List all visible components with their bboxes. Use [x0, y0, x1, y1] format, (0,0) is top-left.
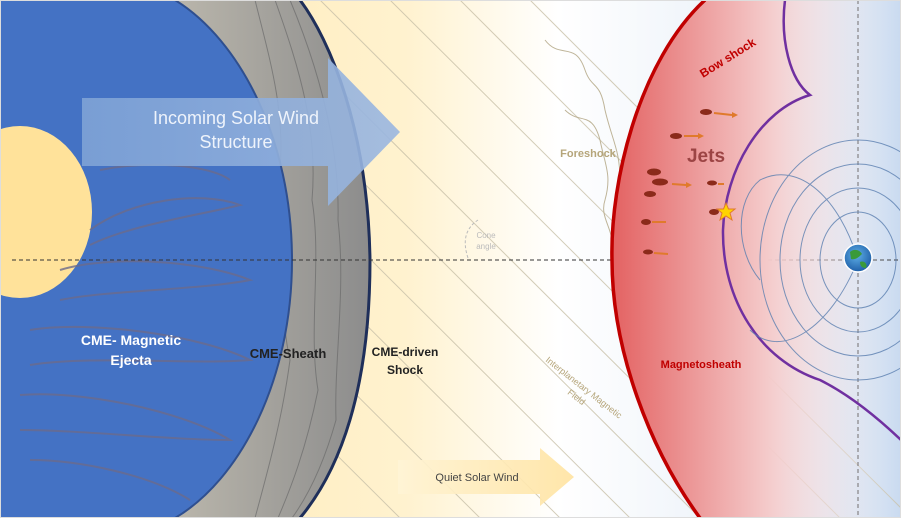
jet-arrow	[713, 112, 733, 116]
jets-group	[641, 109, 738, 255]
jet-blob	[647, 168, 661, 176]
jet-blob	[652, 178, 668, 186]
jet-blob	[644, 191, 656, 197]
earth-globe-icon	[843, 243, 873, 273]
incoming-label-line2: Structure	[199, 132, 272, 152]
earth-continents	[850, 249, 867, 268]
magnetopause-boundary	[721, 0, 901, 441]
cme-ejecta-label-line2: Ejecta	[110, 352, 151, 368]
foreshock-lines	[544, 39, 621, 241]
jet-arrow	[671, 183, 687, 186]
cme-sheath-label: CME-Sheath	[250, 346, 327, 361]
jet-blob	[700, 109, 712, 115]
jet-blob	[707, 180, 717, 186]
cme-shock-label-line2: Shock	[387, 363, 423, 377]
impact-star-icon	[715, 201, 737, 222]
magnetic-field-lines	[740, 139, 901, 381]
jets-label: Jets	[687, 146, 725, 167]
jet-arrow	[653, 252, 669, 255]
inner-sun-disc	[0, 126, 92, 298]
cone-angle-label-line2: angle	[476, 242, 496, 251]
cone-angle-label-line1: Cone	[476, 231, 496, 240]
jet-blob	[670, 133, 682, 139]
cme-ejecta-label-line1: CME- Magnetic	[81, 332, 182, 348]
foreshock-label: Foreshock	[560, 148, 617, 160]
incoming-solar-wind-arrow	[82, 58, 400, 206]
jet-blob	[641, 219, 651, 225]
quiet-solar-wind-label: Quiet Solar Wind	[435, 472, 518, 484]
cme-shock-label-line1: CME-driven	[372, 345, 439, 359]
bow-shock-curve	[610, 0, 707, 520]
flux-rope-loops	[19, 163, 254, 501]
quiet-solar-wind-arrow	[398, 448, 574, 506]
jet-blob	[709, 209, 719, 215]
incoming-label-line1: Incoming Solar Wind	[153, 108, 319, 128]
jet-blob	[643, 249, 653, 255]
magnetosheath-label: Magnetosheath	[661, 359, 742, 371]
